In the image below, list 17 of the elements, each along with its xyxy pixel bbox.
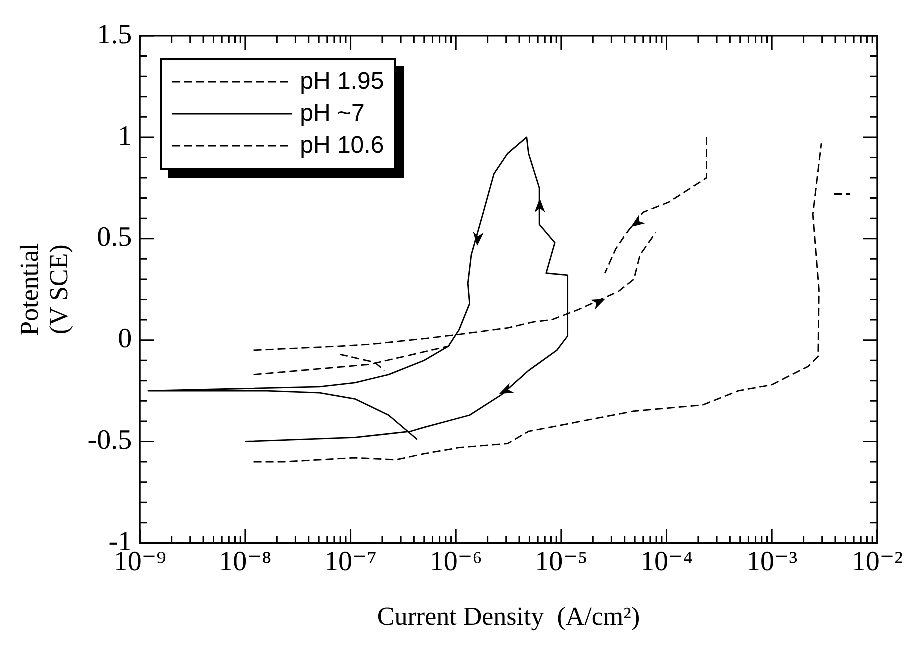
y-axis-title: Potential (V SCE) bbox=[14, 243, 74, 336]
x-tick-label: 10⁻⁴ bbox=[640, 546, 694, 578]
legend-label: pH 10.6 bbox=[300, 132, 384, 160]
x-tick-label: 10⁻³ bbox=[746, 546, 798, 578]
legend-label: pH ~7 bbox=[300, 100, 365, 128]
y-tick-label: -0.5 bbox=[88, 425, 132, 456]
x-tick-label: 10⁻⁷ bbox=[324, 546, 378, 578]
x-tick-label: 10⁻⁵ bbox=[535, 546, 588, 578]
y-tick-label: 1 bbox=[118, 120, 132, 152]
x-tick-label: 10⁻² bbox=[852, 546, 904, 578]
y-tick-label: 0 bbox=[118, 324, 132, 355]
y-tick-label: 0.5 bbox=[97, 222, 132, 254]
legend-label: pH 1.95 bbox=[300, 68, 384, 96]
x-tick-label: 10⁻⁶ bbox=[430, 546, 482, 578]
y-tick-label: 1.5 bbox=[97, 19, 132, 50]
x-axis-title: Current Density (A/cm²) bbox=[377, 602, 640, 632]
x-tick-label: 10⁻⁸ bbox=[219, 546, 272, 578]
